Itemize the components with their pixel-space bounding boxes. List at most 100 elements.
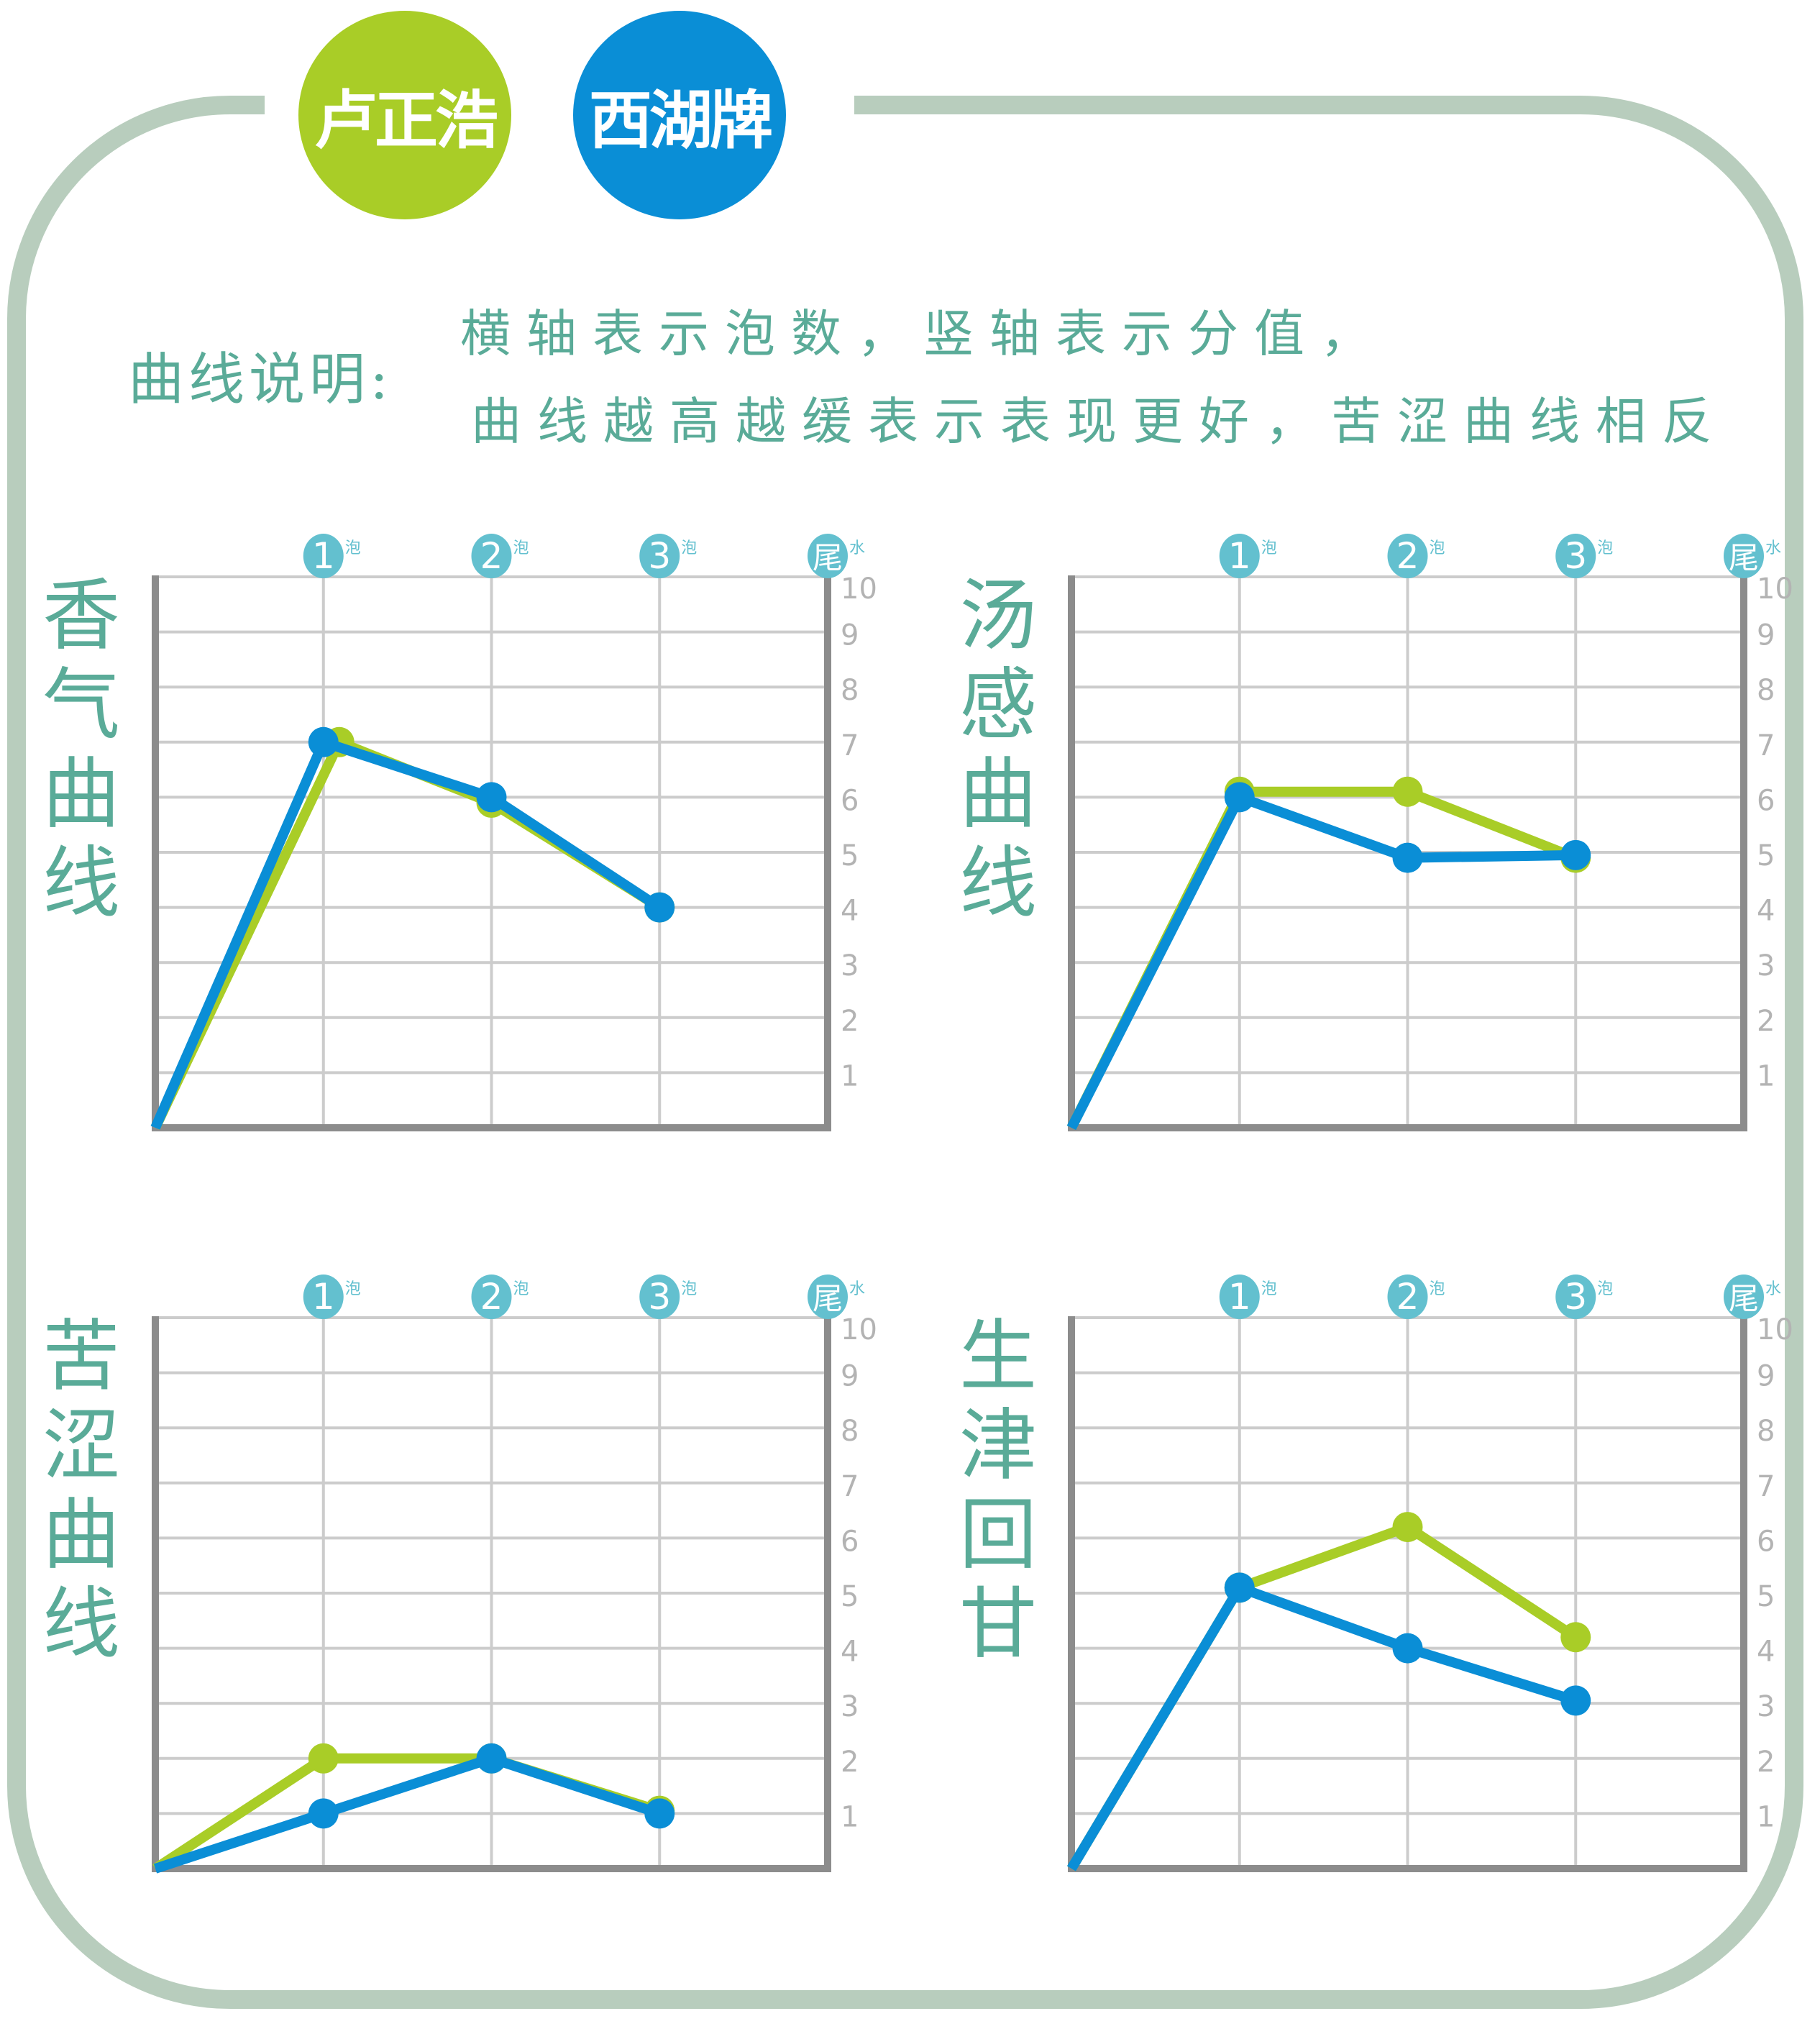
y-tick-label: 4	[841, 895, 859, 928]
y-tick-label: 7	[841, 1470, 859, 1503]
data-point-marker	[1392, 1633, 1423, 1664]
badge-number: 1	[1228, 1276, 1251, 1318]
line-chart-1: 123456789101 泡 2 泡 3 泡尾水	[150, 534, 877, 1131]
chart-title-aroma: 香气曲线	[42, 571, 120, 929]
badge-number: 2	[1396, 535, 1419, 577]
y-tick-label: 2	[1757, 1005, 1775, 1038]
y-tick-label: 1	[841, 1800, 859, 1833]
y-tick-label: 3	[841, 949, 859, 982]
data-point-marker	[644, 1798, 675, 1829]
y-tick-label: 6	[1757, 784, 1775, 817]
y-tick-label: 8	[1757, 1415, 1775, 1448]
y-tick-label: 8	[841, 1415, 859, 1448]
y-tick-label: 5	[1757, 1580, 1775, 1613]
y-tick-label: 5	[1757, 839, 1775, 872]
y-tick-label: 10	[841, 1313, 877, 1346]
data-point-marker	[1392, 1512, 1423, 1543]
series-line	[1066, 792, 1576, 1131]
chart-title-aftertaste: 生津回甘	[959, 1312, 1037, 1669]
series-line	[1066, 1582, 1578, 1871]
badge-number: 1	[1228, 535, 1251, 577]
y-tick-label: 5	[841, 839, 859, 872]
rounded-frame-border	[7, 96, 1803, 2009]
y-tick-label: 8	[841, 674, 859, 707]
data-point-marker	[644, 892, 675, 923]
badge-suffix: 泡	[1597, 539, 1613, 557]
badge-circle	[1219, 534, 1260, 578]
badge-circle	[639, 534, 680, 578]
y-tick-label: 6	[841, 1525, 859, 1558]
data-point-marker	[1224, 782, 1255, 813]
badge-suffix: 泡	[345, 539, 361, 557]
badge-suffix: 泡	[513, 539, 529, 557]
brand-badge-xihu: 西湖牌	[573, 11, 786, 219]
series-xihu	[1066, 782, 1591, 1131]
y-tick-label: 6	[1757, 1525, 1775, 1558]
y-tick-label: 10	[841, 573, 877, 606]
data-point-marker	[1392, 842, 1423, 873]
series-xihu	[153, 1743, 675, 1874]
badge-suffix: 泡	[1430, 1280, 1445, 1298]
series-line	[1066, 1522, 1579, 1871]
badge-circle	[471, 534, 512, 578]
y-tick-label: 6	[841, 784, 859, 817]
badge-circle	[1555, 534, 1596, 578]
data-point-marker	[1560, 1685, 1591, 1716]
legend-title: 曲线说明:	[128, 347, 393, 412]
badge-suffix: 泡	[681, 539, 697, 557]
series-luzhenghao	[1066, 1512, 1591, 1871]
brand-label-luzhenghao: 卢正浩	[314, 83, 498, 158]
data-point-marker	[308, 1798, 339, 1829]
badge-circle	[303, 534, 344, 578]
data-point-marker	[1560, 839, 1591, 870]
legend-line-2: 曲线越高越缓表示表现更好，苦涩曲线相反	[471, 392, 1728, 451]
badge-number: 3	[1564, 1276, 1587, 1318]
badge-circle	[303, 1275, 344, 1319]
badge-circle	[1724, 1275, 1764, 1319]
y-tick-label: 9	[1757, 619, 1775, 652]
badge-number: 2	[480, 1276, 503, 1318]
chart-title-bitterness: 苦涩曲线	[42, 1312, 120, 1669]
data-point-marker	[1224, 1572, 1255, 1603]
badge-number: 2	[1396, 1276, 1419, 1318]
badge-circle	[1219, 1275, 1260, 1319]
series-line	[1066, 786, 1578, 1131]
y-tick-label: 8	[1757, 674, 1775, 707]
badge-number: 2	[480, 535, 503, 577]
y-tick-label: 3	[841, 1690, 859, 1723]
badge-circle	[1387, 534, 1428, 578]
y-tick-label: 2	[841, 1746, 859, 1779]
y-tick-label: 7	[841, 729, 859, 762]
badge-suffix: 水	[1765, 539, 1781, 557]
series-line	[153, 1753, 662, 1874]
y-tick-label: 10	[1757, 1313, 1793, 1346]
y-tick-label: 5	[841, 1580, 859, 1613]
series-line	[150, 737, 662, 1131]
badge-circle	[808, 534, 848, 578]
x-badge-4: 尾水	[1724, 1275, 1781, 1319]
data-point-marker	[1560, 1622, 1591, 1653]
y-tick-label: 1	[1757, 1800, 1775, 1833]
data-point-marker	[1392, 776, 1423, 807]
series-xihu	[150, 726, 675, 1130]
badge-number: 1	[312, 535, 335, 577]
y-tick-label: 9	[841, 619, 859, 652]
y-tick-label: 3	[1757, 949, 1775, 982]
data-point-marker	[476, 782, 507, 813]
badge-number: 尾	[1729, 1281, 1759, 1316]
data-point-marker	[308, 726, 339, 757]
badge-circle	[1724, 534, 1764, 578]
badge-suffix: 泡	[345, 1280, 361, 1298]
y-tick-label: 1	[841, 1059, 859, 1093]
line-chart-3: 123456789101 泡 2 泡 3 泡尾水	[152, 1275, 877, 1874]
